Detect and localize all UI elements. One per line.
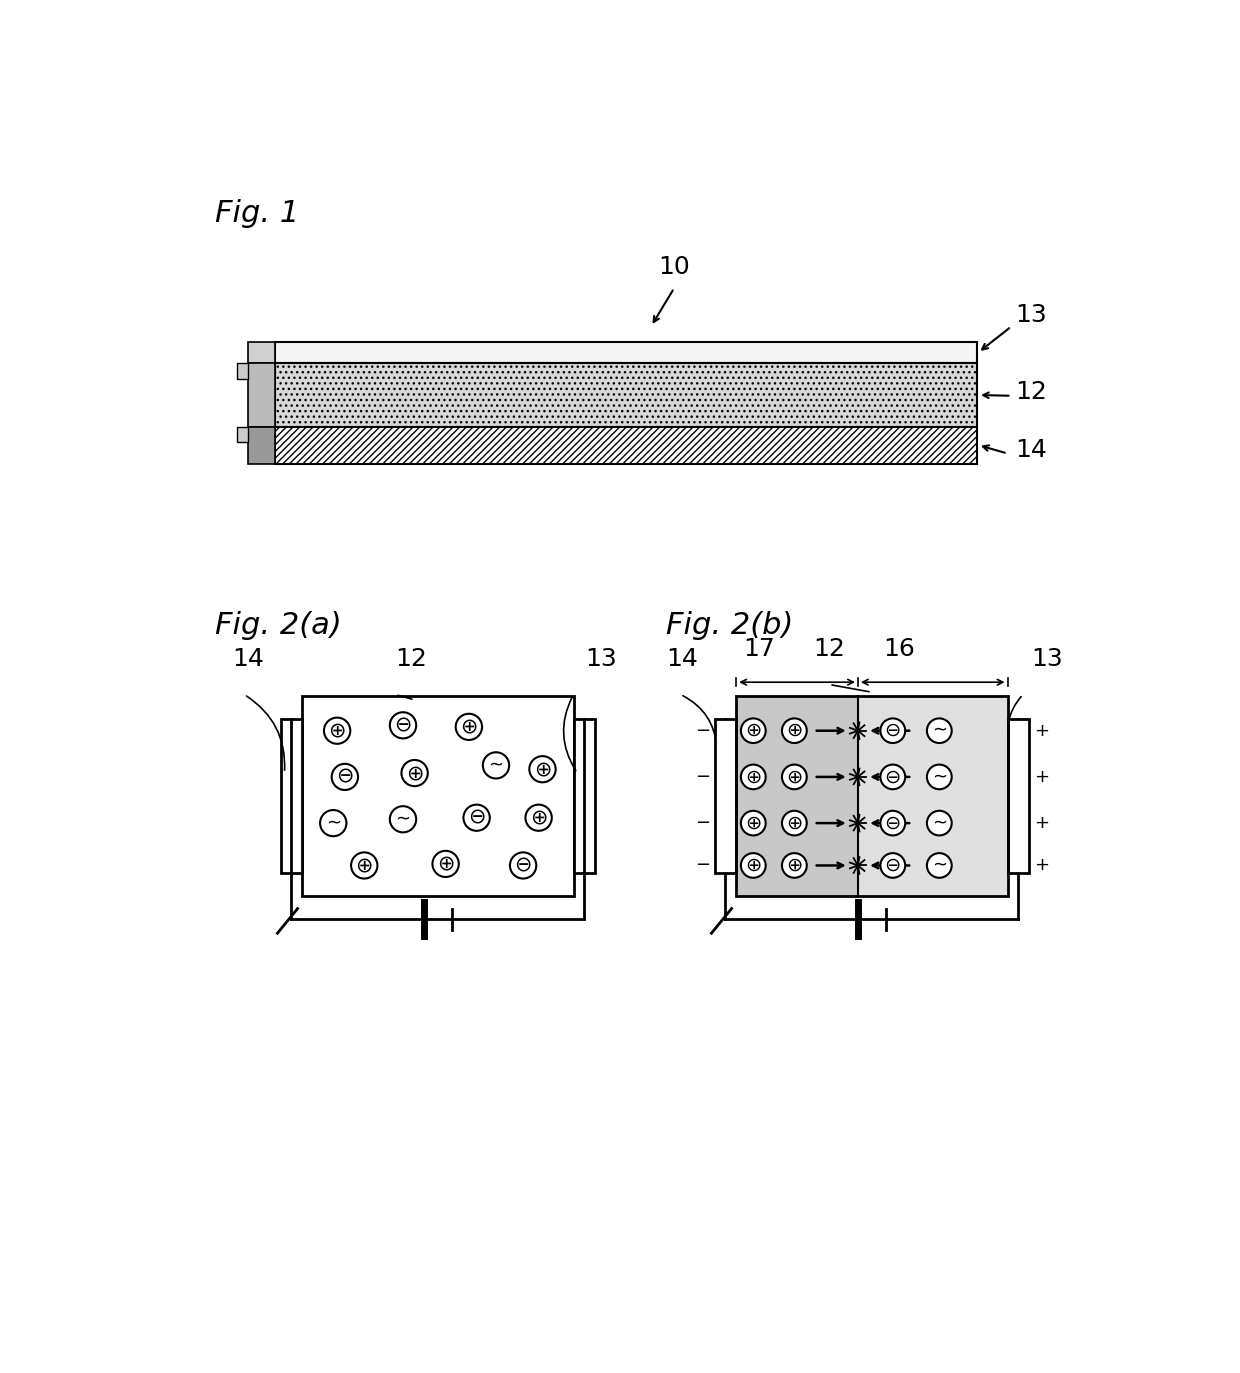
Text: ⊕: ⊕ bbox=[786, 814, 802, 832]
Bar bbox=[237, 427, 248, 442]
Bar bbox=[248, 342, 275, 364]
Text: −: − bbox=[694, 857, 709, 875]
Circle shape bbox=[880, 765, 905, 789]
Text: +: + bbox=[1034, 814, 1049, 832]
Bar bbox=[737, 696, 858, 897]
Text: +: + bbox=[1034, 768, 1049, 785]
Circle shape bbox=[742, 765, 766, 789]
Circle shape bbox=[433, 851, 459, 877]
Circle shape bbox=[782, 853, 807, 877]
Text: 16: 16 bbox=[883, 637, 915, 662]
Circle shape bbox=[389, 713, 417, 739]
Text: ⊕: ⊕ bbox=[745, 814, 761, 832]
Text: ⊖: ⊖ bbox=[884, 814, 901, 832]
Text: ⊕: ⊕ bbox=[436, 854, 454, 875]
Text: ⊖: ⊖ bbox=[467, 807, 485, 828]
Text: ⊕: ⊕ bbox=[745, 768, 761, 787]
Circle shape bbox=[482, 752, 510, 778]
Text: 14: 14 bbox=[233, 648, 264, 671]
Circle shape bbox=[529, 757, 556, 783]
Text: ∼: ∼ bbox=[326, 814, 341, 832]
Circle shape bbox=[510, 853, 536, 879]
Text: 10: 10 bbox=[658, 255, 691, 279]
Text: ⊕: ⊕ bbox=[460, 717, 477, 737]
Circle shape bbox=[782, 718, 807, 743]
Circle shape bbox=[742, 853, 766, 877]
Text: ⊕: ⊕ bbox=[529, 807, 547, 828]
Bar bbox=[714, 719, 737, 873]
Circle shape bbox=[928, 765, 952, 789]
Circle shape bbox=[880, 718, 905, 743]
Text: ∼: ∼ bbox=[931, 814, 947, 832]
Bar bbox=[237, 364, 248, 379]
Bar bbox=[858, 696, 1008, 897]
Text: ∼: ∼ bbox=[931, 768, 947, 785]
Circle shape bbox=[742, 811, 766, 835]
Text: ⊖: ⊖ bbox=[884, 768, 901, 787]
Circle shape bbox=[320, 810, 346, 836]
Bar bbox=[737, 696, 1007, 897]
Text: ∼: ∼ bbox=[931, 857, 947, 875]
Circle shape bbox=[928, 811, 952, 835]
Text: ⊖: ⊖ bbox=[884, 721, 901, 740]
Bar bbox=[1007, 719, 1029, 873]
Bar bbox=[248, 364, 275, 427]
Text: ⊕: ⊕ bbox=[329, 721, 346, 740]
Text: ⊖: ⊖ bbox=[515, 855, 532, 876]
Text: ⊕: ⊕ bbox=[745, 855, 761, 875]
Text: ⊕: ⊕ bbox=[533, 759, 552, 780]
Bar bbox=[573, 719, 595, 873]
Text: 13: 13 bbox=[585, 648, 616, 671]
Text: 14: 14 bbox=[1016, 438, 1047, 461]
Text: 12: 12 bbox=[813, 637, 846, 662]
Text: ⊕: ⊕ bbox=[786, 768, 802, 787]
Circle shape bbox=[389, 806, 417, 832]
Circle shape bbox=[742, 718, 766, 743]
Text: 13: 13 bbox=[1016, 303, 1047, 327]
Circle shape bbox=[880, 853, 905, 877]
Text: ⊕: ⊕ bbox=[745, 721, 761, 740]
Text: Fig. 2(a): Fig. 2(a) bbox=[216, 611, 342, 640]
Bar bbox=[275, 427, 977, 464]
Text: −: − bbox=[694, 768, 709, 785]
Text: 13: 13 bbox=[1030, 648, 1063, 671]
Circle shape bbox=[332, 763, 358, 789]
Text: ∼: ∼ bbox=[396, 810, 410, 828]
Circle shape bbox=[324, 718, 351, 744]
Text: ⊖: ⊖ bbox=[394, 715, 412, 736]
Circle shape bbox=[782, 765, 807, 789]
Text: −: − bbox=[694, 814, 709, 832]
Bar bbox=[303, 696, 573, 897]
Text: ∼: ∼ bbox=[931, 722, 947, 740]
Text: 12: 12 bbox=[1016, 380, 1047, 404]
Text: +: + bbox=[1034, 722, 1049, 740]
Text: 12: 12 bbox=[396, 648, 427, 671]
Text: ⊕: ⊕ bbox=[405, 763, 423, 783]
Bar bbox=[248, 427, 275, 464]
Text: ⊕: ⊕ bbox=[356, 855, 373, 876]
Circle shape bbox=[456, 714, 482, 740]
Text: ⊕: ⊕ bbox=[786, 855, 802, 875]
Text: 14: 14 bbox=[667, 648, 698, 671]
Circle shape bbox=[402, 761, 428, 787]
Text: Fig. 2(b): Fig. 2(b) bbox=[667, 611, 794, 640]
Text: +: + bbox=[1034, 857, 1049, 875]
Circle shape bbox=[351, 853, 377, 879]
Bar bbox=[275, 364, 977, 427]
Bar bbox=[275, 342, 977, 364]
Text: 17: 17 bbox=[744, 637, 775, 662]
Text: ⊖: ⊖ bbox=[884, 855, 901, 875]
Text: ∼: ∼ bbox=[489, 757, 503, 774]
Circle shape bbox=[880, 811, 905, 835]
Text: ⊖: ⊖ bbox=[336, 768, 353, 787]
Bar bbox=[280, 719, 303, 873]
Circle shape bbox=[782, 811, 807, 835]
Text: Fig. 1: Fig. 1 bbox=[216, 199, 300, 228]
Circle shape bbox=[928, 853, 952, 877]
Text: ⊕: ⊕ bbox=[786, 721, 802, 740]
Circle shape bbox=[928, 718, 952, 743]
Circle shape bbox=[464, 805, 490, 831]
Text: −: − bbox=[694, 722, 709, 740]
Circle shape bbox=[526, 805, 552, 831]
